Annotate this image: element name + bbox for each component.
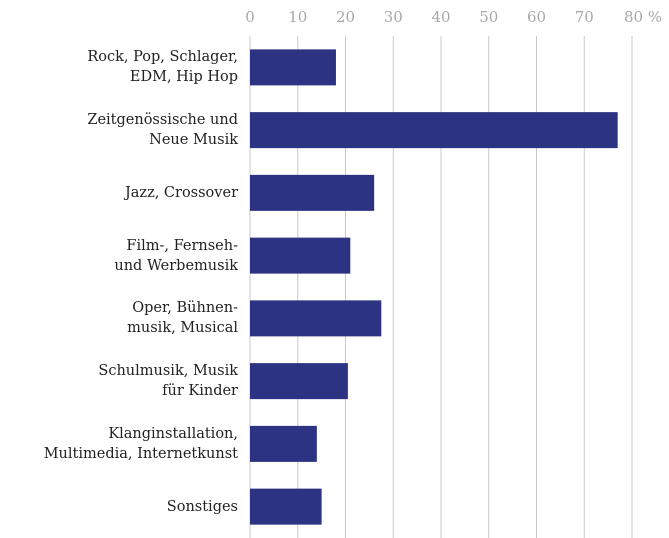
x-tick-label: 30 <box>384 8 403 26</box>
y-tick-label: Zeitgenössische und Neue Musik <box>87 112 238 149</box>
bar <box>250 237 351 274</box>
bar <box>250 363 348 400</box>
bar <box>250 425 317 462</box>
x-tick-label: 70 <box>575 8 594 26</box>
bar <box>250 112 618 149</box>
y-tick-label: Schulmusik, Musik für Kinder <box>98 363 238 400</box>
x-tick-label: 80 % <box>624 8 662 26</box>
y-tick-label: Oper, Bühnen- musik, Musical <box>127 300 238 337</box>
x-tick-label: 0 <box>245 8 255 26</box>
bar <box>250 49 336 86</box>
y-tick-label: Film-, Fernseh- und Werbemusik <box>114 237 238 274</box>
y-tick-label: Rock, Pop, Schlager, EDM, Hip Hop <box>87 49 238 86</box>
bar <box>250 488 322 525</box>
x-tick-label: 10 <box>288 8 307 26</box>
y-tick-label: Klanginstallation, Multimedia, Internetk… <box>43 425 238 462</box>
y-tick-label: Sonstiges <box>166 498 238 515</box>
x-tick-label: 20 <box>336 8 355 26</box>
x-tick-label: 40 <box>431 8 450 26</box>
bar <box>250 300 382 337</box>
bar <box>250 174 375 211</box>
y-tick-label: Jazz, Crossover <box>124 184 238 201</box>
x-tick-label: 60 <box>527 8 546 26</box>
x-tick-label: 50 <box>479 8 498 26</box>
